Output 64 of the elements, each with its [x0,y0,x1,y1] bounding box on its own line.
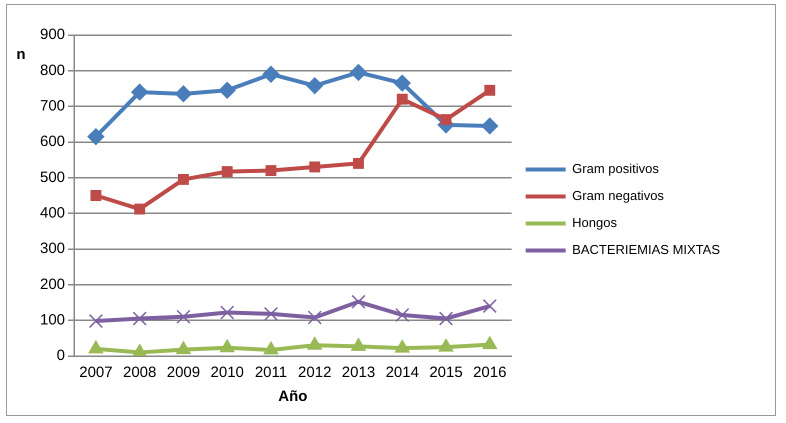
point [264,341,278,354]
point [90,190,102,201]
x-tick-label: 2008 [122,364,156,382]
legend-label: Gram negativos [572,188,664,204]
point [218,82,236,99]
point [350,64,367,81]
point [351,294,366,309]
point [222,166,233,178]
x-tick-label: 2016 [473,364,506,382]
x-axis-title: Año [278,388,308,406]
point [438,338,454,352]
point [307,336,322,350]
x-tick-label: 2013 [342,364,376,382]
point [396,94,408,105]
point [176,310,191,324]
point [266,165,276,176]
point [308,310,322,325]
point [482,298,497,314]
point [309,162,320,172]
y-tick-label: 0 [56,347,66,364]
y-tick-label: 700 [40,97,66,114]
point [262,66,280,83]
x-tick-label: 2010 [210,364,244,382]
x-tick-label: 2011 [254,364,288,382]
y-tick-label: 400 [40,204,66,222]
point [394,74,411,92]
y-tick-label: 600 [40,133,66,150]
point [88,314,104,328]
point [353,158,364,169]
y-axis-title: n [16,46,26,64]
x-tick-label: 2009 [166,364,200,382]
y-tick-label: 100 [40,311,66,328]
legend-label: Gram positivos [572,161,660,176]
x-tick-label: 2015 [429,364,463,382]
point [395,308,410,322]
y-tick-label: 800 [40,62,66,79]
x-tick-label: 2007 [79,364,113,382]
point [351,338,366,351]
point [481,117,498,134]
point [132,311,147,326]
y-tick-label: 300 [40,240,66,258]
point [264,306,278,322]
point [220,339,235,352]
y-tick-label: 500 [40,168,66,186]
point [178,174,189,185]
legend-label: BACTERIEMIAS MIXTAS [572,242,720,258]
point [394,340,410,353]
point [131,84,148,101]
point [306,77,324,94]
x-tick-label: 2014 [386,364,419,382]
point [482,336,498,350]
point [134,204,146,215]
point [176,341,191,354]
point [87,128,104,146]
y-tick-label: 900 [40,26,66,44]
point [174,85,192,102]
point [440,114,452,125]
point [220,305,234,320]
y-tick-label: 200 [40,276,66,293]
x-tick-label: 2012 [298,364,332,382]
legend-label: Hongos [572,215,618,230]
point [438,311,454,326]
point [484,84,496,96]
point [88,340,104,354]
